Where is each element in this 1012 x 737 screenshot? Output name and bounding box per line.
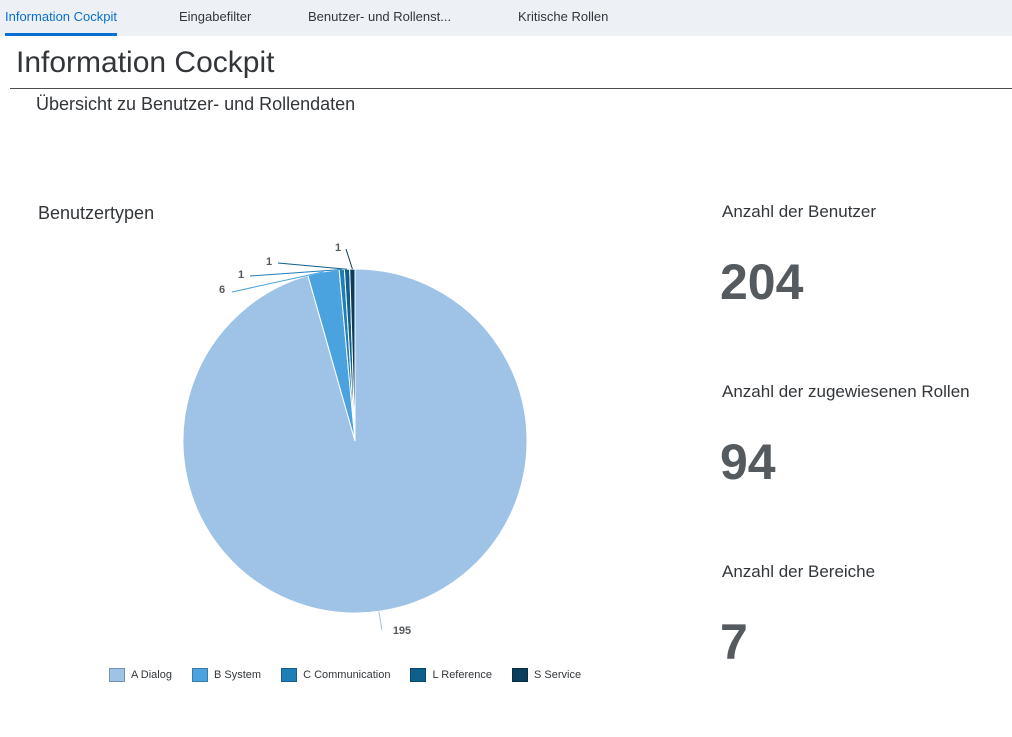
legend-swatch	[410, 668, 427, 682]
legend-item[interactable]: A Dialog	[109, 668, 172, 682]
title-divider	[10, 88, 1012, 89]
tab-overflow-indicator: ...	[440, 9, 452, 24]
pie-leader-line	[231, 271, 324, 293]
legend-label: A Dialog	[131, 669, 172, 681]
kpi-value-bereiche: 7	[720, 614, 748, 670]
legend-label: L Reference	[432, 669, 493, 681]
kpi-value-rollen: 94	[720, 434, 776, 490]
pie-chart: 195 6 1 1 1	[182, 242, 528, 637]
legend-item[interactable]: B System	[191, 668, 262, 682]
chart-legend: A Dialog B System C Communication L Referen…	[109, 666, 601, 684]
pie-leader-line	[277, 262, 348, 270]
legend-swatch	[191, 668, 208, 682]
pie-leader-line	[249, 269, 342, 277]
chart-title: Benutzertypen	[38, 203, 155, 223]
legend-swatch	[281, 668, 298, 682]
pie-leader-line	[345, 248, 353, 270]
kpi-label-benutzer: Anzahl der Benutzer	[722, 202, 877, 221]
tab-label: Benutzer- und Rollenst	[308, 9, 441, 24]
tab-kritische-rollen[interactable]: Kritische Rollen	[518, 9, 609, 24]
legend-label: S Service	[534, 669, 582, 681]
tab-eingabefilter[interactable]: Eingabefilter	[179, 9, 252, 24]
pie-slice-s-service[interactable]	[349, 268, 356, 442]
legend-label: B System	[213, 669, 262, 681]
legend-item[interactable]: L Reference	[410, 668, 492, 682]
legend-label: C Communication	[303, 669, 391, 681]
kpi-label-bereiche: Anzahl der Bereiche	[722, 562, 876, 581]
tab-bar: Information Cockpit Eingabefilter Benutz…	[0, 0, 1012, 36]
pie-data-label: 1	[335, 242, 341, 254]
legend-item[interactable]: S Service	[512, 668, 581, 682]
tab-benutzer-und-rollen[interactable]: Benutzer- und Rollenst...	[308, 0, 451, 36]
legend-swatch	[512, 668, 529, 682]
pie-leader-line	[378, 611, 383, 631]
legend-swatch	[109, 668, 125, 682]
legend-item[interactable]: C Communication	[281, 668, 390, 682]
pie-data-label: 1	[238, 269, 244, 281]
pie-data-label: 195	[393, 625, 411, 637]
kpi-label-rollen: Anzahl der zugewiesenen Rollen	[722, 382, 970, 401]
tab-information-cockpit[interactable]: Information Cockpit	[5, 0, 117, 36]
kpi-value-benutzer: 204	[720, 254, 804, 310]
pie-data-label: 6	[219, 284, 225, 296]
page-title: Information Cockpit	[16, 46, 275, 79]
page-subtitle: Übersicht zu Benutzer- und Rollendaten	[36, 94, 356, 114]
pie-data-label: 1	[266, 256, 272, 268]
